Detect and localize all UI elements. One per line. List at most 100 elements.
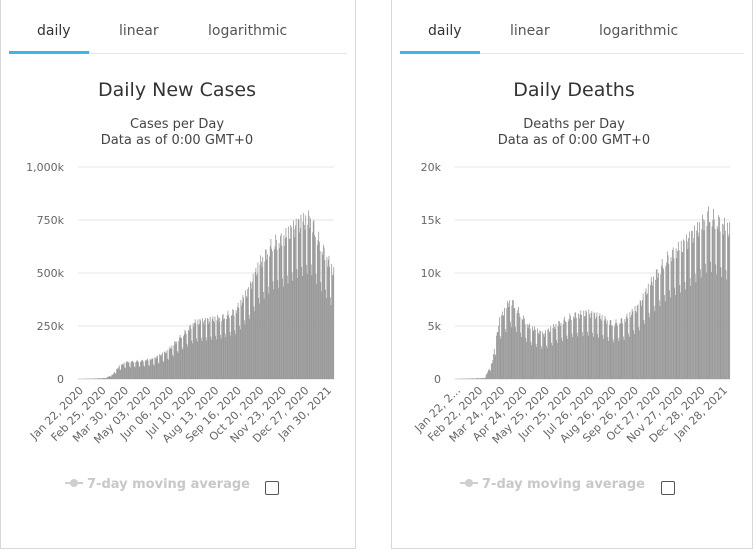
data-bar [174,341,176,379]
data-bar [633,333,635,379]
data-bar [647,283,649,379]
data-bar [528,324,530,379]
moving-average-legend[interactable]: 7-day moving average [65,477,250,497]
data-bar [154,356,156,379]
data-bar [503,315,505,379]
data-bar [170,348,171,379]
data-bar [482,377,484,379]
legend-line-marker-icon [460,478,478,488]
data-bar [661,265,662,379]
data-bar [675,295,676,379]
data-bar [664,301,666,379]
data-bar [543,336,545,379]
data-bar [648,312,650,379]
data-bar [619,323,621,379]
data-bar [566,335,568,379]
tab-linear[interactable]: linear [510,23,550,39]
data-bar [325,289,326,379]
data-bar [502,315,504,379]
data-bar [301,266,303,379]
data-bar [269,256,270,379]
data-bar [116,369,118,379]
data-bar [117,368,119,379]
data-bar [622,336,624,379]
tab-logarithmic[interactable]: logarithmic [208,23,288,39]
data-bar [708,221,710,379]
data-bar [226,315,228,379]
data-bar [212,316,214,379]
data-bar [719,217,720,379]
data-bar [646,294,648,379]
data-bar [486,373,488,379]
data-bar [300,214,302,379]
data-bar [673,258,675,379]
data-bar [649,317,651,379]
data-bar [598,337,599,379]
data-bar [632,311,634,379]
data-bar [166,349,168,379]
moving-average-legend[interactable]: 7-day moving average [460,477,645,497]
data-bar [600,320,602,379]
data-bar [115,373,117,379]
tab-daily[interactable]: daily [428,23,462,39]
data-bar [233,315,235,379]
data-bar [148,365,150,379]
data-bar [626,313,628,379]
data-bar [576,317,577,379]
data-bar [555,324,557,379]
data-bar [107,377,109,379]
data-bar [165,353,167,379]
data-bar [721,223,723,379]
data-bar [297,219,299,379]
data-bar [214,316,216,379]
data-bar [166,352,167,379]
data-bar [642,293,644,379]
moving-average-checkbox[interactable] [661,481,675,495]
data-bar [129,367,131,379]
data-bar [200,320,201,379]
data-bar [683,240,685,379]
data-bar [263,291,264,379]
data-bar [119,369,121,379]
data-bar [253,306,255,379]
data-bar [128,361,130,379]
data-bar [635,310,637,379]
data-bar [518,307,519,379]
data-bar [581,315,582,379]
data-bar [312,221,314,379]
data-bar [153,365,155,379]
data-bar [157,362,159,379]
active-tab-indicator [400,51,480,54]
data-bar [185,333,187,379]
data-bar [215,339,217,379]
data-bar [620,317,622,379]
data-bar [133,361,135,379]
data-bar [696,230,698,379]
data-bar [269,246,271,379]
data-bar [710,261,711,379]
data-bar [579,314,581,379]
data-bar [523,315,524,379]
tab-logarithmic[interactable]: logarithmic [599,23,679,39]
data-bar [583,310,585,379]
data-bar [272,281,274,379]
data-bar [109,375,111,379]
data-bar [294,237,296,379]
legend-label: 7-day moving average [482,477,645,492]
tab-daily[interactable]: daily [37,23,71,39]
data-bar [181,337,182,379]
data-bar [105,378,107,379]
data-bar [121,363,123,379]
data-bar [727,236,729,379]
data-bar [553,323,555,379]
data-bar [534,326,535,379]
data-bar [100,378,102,379]
moving-average-checkbox[interactable] [265,481,279,495]
data-bar [685,289,687,379]
data-bar [257,262,259,379]
data-bar [724,217,725,379]
data-bar [305,215,307,379]
data-bar [183,334,185,379]
tab-linear[interactable]: linear [119,23,159,39]
data-bar [532,331,534,379]
